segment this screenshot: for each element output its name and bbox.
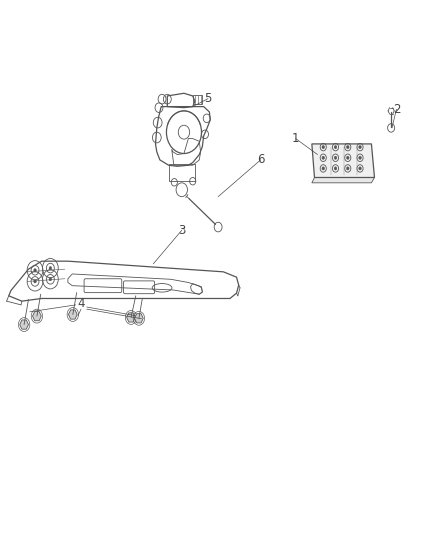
Circle shape	[34, 269, 36, 272]
Text: 6: 6	[257, 154, 265, 166]
Circle shape	[322, 146, 325, 149]
Circle shape	[322, 156, 325, 159]
Polygon shape	[312, 177, 374, 183]
Circle shape	[346, 146, 349, 149]
Circle shape	[359, 146, 361, 149]
Text: 3: 3	[178, 224, 185, 237]
Circle shape	[49, 278, 52, 281]
Text: 1: 1	[292, 132, 300, 145]
Circle shape	[359, 156, 361, 159]
Circle shape	[49, 266, 52, 270]
Polygon shape	[127, 313, 135, 322]
Polygon shape	[32, 311, 41, 321]
Polygon shape	[20, 320, 28, 329]
Polygon shape	[312, 144, 374, 177]
Polygon shape	[134, 314, 143, 323]
Circle shape	[334, 167, 337, 170]
Polygon shape	[68, 310, 77, 319]
Text: 4: 4	[77, 297, 85, 310]
Circle shape	[346, 167, 349, 170]
Text: 2: 2	[392, 103, 400, 116]
Circle shape	[359, 167, 361, 170]
Circle shape	[346, 156, 349, 159]
Circle shape	[322, 167, 325, 170]
Circle shape	[34, 280, 36, 283]
Text: 5: 5	[205, 92, 212, 105]
Circle shape	[334, 156, 337, 159]
Circle shape	[334, 146, 337, 149]
